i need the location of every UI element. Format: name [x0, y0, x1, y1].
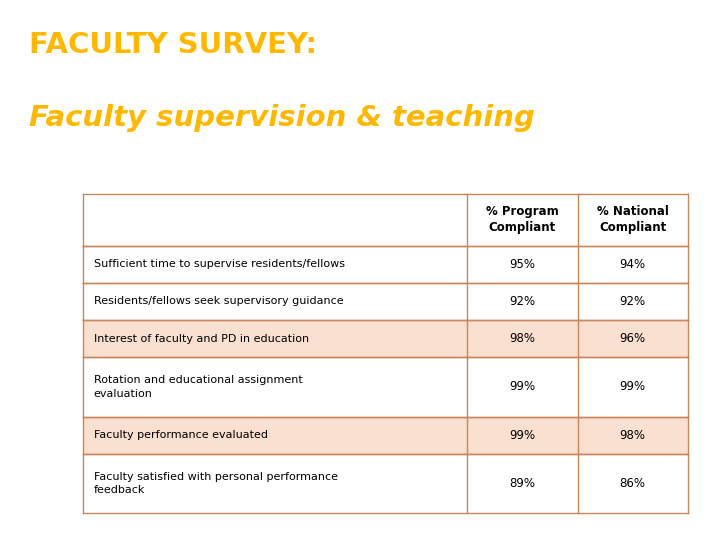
- Text: FACULTY SURVEY:: FACULTY SURVEY:: [29, 31, 317, 59]
- Text: 86%: 86%: [620, 477, 646, 490]
- Text: Faculty satisfied with personal performance
feedback: Faculty satisfied with personal performa…: [94, 472, 338, 495]
- Text: 99%: 99%: [509, 429, 535, 442]
- Text: 89%: 89%: [509, 477, 535, 490]
- Bar: [83, 246, 688, 283]
- Bar: [83, 283, 688, 320]
- Text: Residents/fellows seek supervisory guidance: Residents/fellows seek supervisory guida…: [94, 296, 343, 306]
- Bar: [83, 454, 688, 514]
- Text: Faculty supervision & teaching: Faculty supervision & teaching: [29, 104, 535, 132]
- Bar: [83, 357, 688, 417]
- Bar: [83, 320, 688, 357]
- Bar: [83, 417, 688, 454]
- Text: % National
Compliant: % National Compliant: [597, 205, 668, 234]
- Text: 96%: 96%: [619, 332, 646, 345]
- Text: 98%: 98%: [509, 332, 535, 345]
- Text: Interest of faculty and PD in education: Interest of faculty and PD in education: [94, 334, 309, 343]
- Text: 92%: 92%: [509, 295, 535, 308]
- Text: Faculty performance evaluated: Faculty performance evaluated: [94, 430, 268, 440]
- Text: 92%: 92%: [619, 295, 646, 308]
- Text: % Program
Compliant: % Program Compliant: [486, 205, 559, 234]
- Text: 98%: 98%: [620, 429, 646, 442]
- Text: 99%: 99%: [619, 380, 646, 394]
- Text: 99%: 99%: [509, 380, 535, 394]
- Text: Sufficient time to supervise residents/fellows: Sufficient time to supervise residents/f…: [94, 259, 345, 269]
- Bar: [83, 193, 688, 246]
- Text: 95%: 95%: [509, 258, 535, 271]
- Text: 94%: 94%: [619, 258, 646, 271]
- Text: Rotation and educational assignment
evaluation: Rotation and educational assignment eval…: [94, 375, 302, 399]
